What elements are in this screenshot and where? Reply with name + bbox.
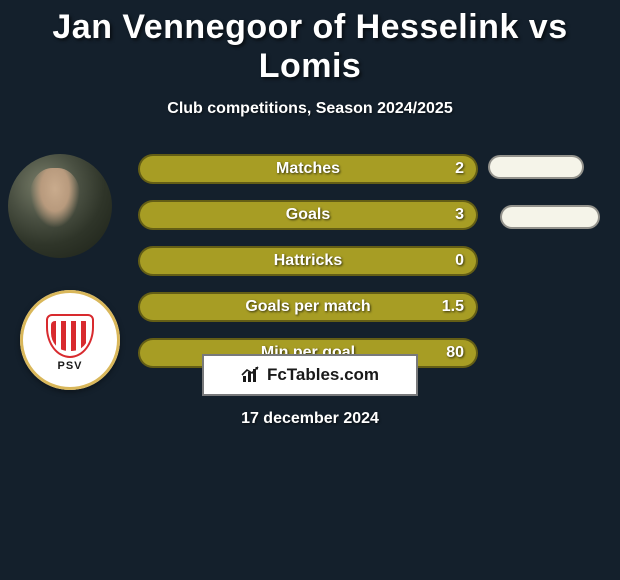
stat-bar: Goals3 — [138, 200, 478, 230]
logo-text: FcTables.com — [267, 365, 379, 385]
stat-value: 2 — [455, 160, 464, 178]
opponent-bar — [488, 155, 584, 179]
stat-bars: Matches2 Goals3 Hattricks0 Goals per match1… — [138, 154, 478, 384]
stat-row: Goals3 — [138, 200, 478, 230]
player-avatar — [8, 154, 112, 258]
stat-bar: Goals per match1.5 — [138, 292, 478, 322]
stat-row: Matches2 — [138, 154, 478, 184]
club-badge: PSV — [20, 290, 120, 390]
stat-label: Hattricks — [140, 252, 476, 270]
subtitle: Club competitions, Season 2024/2025 — [0, 100, 620, 118]
stat-value: 1.5 — [442, 298, 464, 316]
date-label: 17 december 2024 — [0, 410, 620, 428]
page-title: Jan Vennegoor of Hesselink vs Lomis — [0, 0, 620, 86]
opponent-bar — [500, 205, 600, 229]
stat-label: Matches — [140, 160, 476, 178]
source-logo: FcTables.com — [202, 354, 418, 396]
stat-bar: Matches2 — [138, 154, 478, 184]
stat-value: 3 — [455, 206, 464, 224]
stat-value: 0 — [455, 252, 464, 270]
chart-icon — [241, 366, 263, 384]
stat-bar: Hattricks0 — [138, 246, 478, 276]
stat-value: 80 — [446, 344, 464, 362]
stat-label: Goals — [140, 206, 476, 224]
shield-icon — [46, 314, 94, 358]
stat-row: Hattricks0 — [138, 246, 478, 276]
badge-label: PSV — [40, 360, 100, 372]
stat-label: Goals per match — [140, 298, 476, 316]
stat-row: Goals per match1.5 — [138, 292, 478, 322]
